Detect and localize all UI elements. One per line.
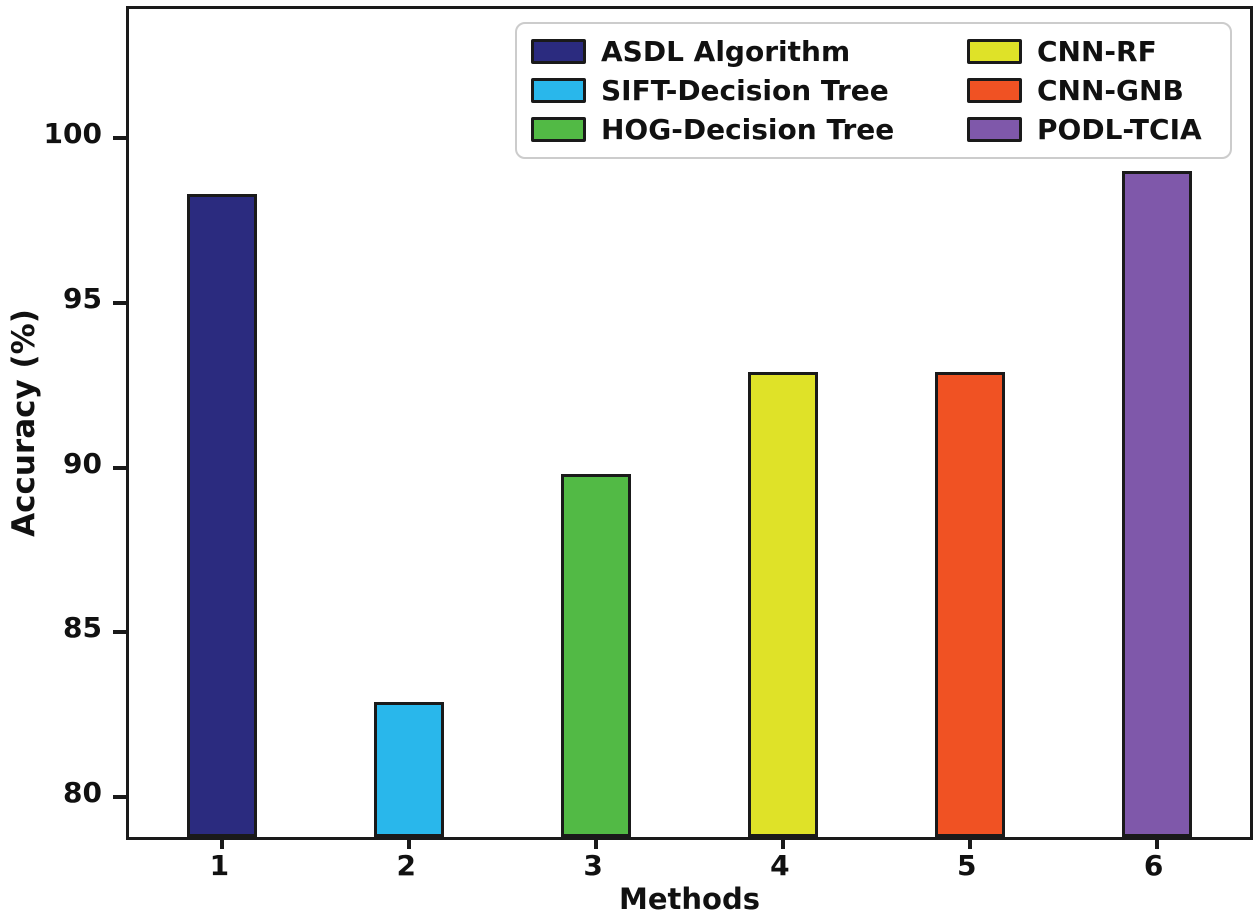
legend-item: HOG-Decision Tree (531, 110, 967, 149)
legend-item: PODL-TCIA (967, 110, 1216, 149)
y-tick-label: 95 (63, 281, 102, 315)
x-tick-label: 2 (396, 849, 416, 882)
y-tick-label: 85 (63, 611, 102, 645)
y-tick-mark (113, 465, 126, 470)
x-tick-mark (780, 837, 785, 849)
legend-label: SIFT-Decision Tree (601, 74, 889, 107)
x-tick-label: 6 (1143, 849, 1164, 882)
bar (561, 474, 632, 837)
legend-item: CNN-GNB (967, 71, 1216, 110)
legend-swatch (531, 39, 586, 64)
y-tick-label: 90 (63, 446, 102, 480)
bar (1121, 170, 1192, 837)
legend: ASDL Algorithm SIFT-Decision Tree HOG-Deci… (515, 22, 1232, 159)
y-tick-mark (113, 630, 126, 635)
y-tick-label: 100 (43, 116, 102, 150)
y-axis-label: Accuracy (%) (6, 309, 42, 537)
legend-swatch (967, 39, 1022, 64)
x-tick-label: 1 (209, 849, 230, 882)
legend-item: CNN-RF (967, 32, 1216, 71)
legend-label: CNN-GNB (1037, 74, 1184, 107)
legend-item: ASDL Algorithm (531, 32, 967, 71)
legend-swatch (967, 78, 1022, 103)
x-tick-label: 5 (957, 849, 977, 882)
bar (747, 371, 818, 837)
x-tick-label: 3 (583, 849, 603, 882)
legend-label: ASDL Algorithm (601, 35, 851, 68)
x-tick-mark (967, 837, 972, 849)
y-tick-mark (113, 300, 126, 305)
x-tick-mark (1154, 837, 1159, 849)
x-tick-mark (407, 837, 412, 849)
y-tick-mark (113, 135, 126, 140)
legend-swatch (967, 117, 1022, 142)
y-tick-mark (113, 795, 126, 800)
bar (187, 193, 258, 837)
legend-label: CNN-RF (1037, 35, 1157, 68)
legend-swatch (531, 78, 586, 103)
legend-item: SIFT-Decision Tree (531, 71, 967, 110)
legend-swatch (531, 117, 586, 142)
x-tick-mark (220, 837, 225, 849)
bar (934, 371, 1005, 837)
y-tick-label: 80 (63, 776, 102, 810)
bar (374, 701, 445, 837)
legend-label: PODL-TCIA (1037, 113, 1202, 146)
x-tick-label: 4 (770, 849, 790, 882)
x-axis-label: Methods (619, 882, 760, 916)
legend-label: HOG-Decision Tree (601, 113, 895, 146)
x-tick-mark (594, 837, 599, 849)
